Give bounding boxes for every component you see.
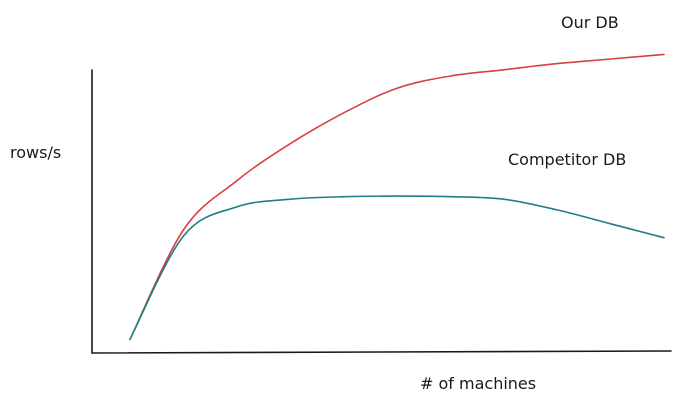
x-axis-label: # of machines (420, 374, 536, 393)
series-line-our-db (129, 53, 665, 341)
series-line-competitor-db (129, 195, 665, 341)
series-layer (129, 53, 665, 341)
x-axis (91, 350, 672, 354)
series-label-competitor-db: Competitor DB (508, 150, 626, 169)
x-axis-line (91, 350, 672, 354)
y-axis-label: rows/s (10, 143, 61, 162)
series-label-our-db: Our DB (561, 13, 619, 32)
